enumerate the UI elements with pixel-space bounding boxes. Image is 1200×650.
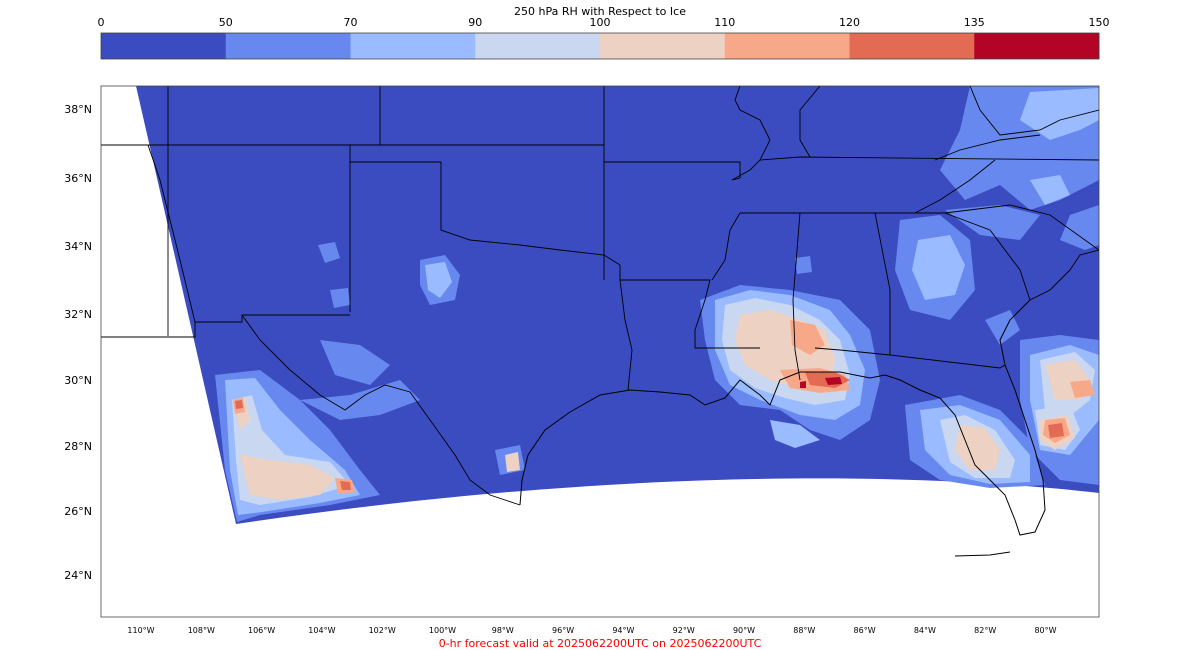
longitude-label: 100°W <box>429 626 456 635</box>
colorbar-tick-label: 70 <box>344 16 358 29</box>
colorbar-bin <box>475 33 601 59</box>
longitude-labels: 110°W 108°W 106°W 104°W 102°W 100°W 98°W 96°W 94… <box>127 626 1056 635</box>
coastline <box>519 299 1046 557</box>
colorbar-tick-label: 50 <box>219 16 233 29</box>
longitude-label: 82°W <box>974 626 996 635</box>
colorbar-tick-label: 135 <box>964 16 985 29</box>
longitude-label: 96°W <box>552 626 574 635</box>
latitude-label: 34°N <box>64 240 92 253</box>
longitude-label: 88°W <box>793 626 815 635</box>
colorbar-tick-label: 0 <box>98 16 105 29</box>
latitude-label: 28°N <box>64 440 92 453</box>
longitude-label: 104°W <box>308 626 335 635</box>
latitude-label: 24°N <box>64 569 92 582</box>
colorbar-frame <box>100 32 1100 60</box>
colorbar-bin <box>350 33 476 59</box>
longitude-label: 92°W <box>673 626 695 635</box>
colorbar-tick-label: 90 <box>468 16 482 29</box>
longitude-label: 102°W <box>369 626 396 635</box>
longitude-label: 80°W <box>1034 626 1056 635</box>
colorbar-tick-label: 110 <box>714 16 735 29</box>
colorbar-bin <box>600 33 726 59</box>
longitude-label: 106°W <box>248 626 275 635</box>
colorbar-tick-label: 120 <box>839 16 860 29</box>
colorbar-bin <box>974 33 1100 59</box>
colorbar-tick-label: 150 <box>1089 16 1110 29</box>
colorbar-bin <box>724 33 850 59</box>
longitude-label: 90°W <box>733 626 755 635</box>
latitude-labels: 38°N 36°N 34°N 32°N 30°N 28°N 26°N 24°N <box>64 103 92 582</box>
colorbar-bin <box>849 33 975 59</box>
colorbar-tick-label: 100 <box>590 16 611 29</box>
colorbar-bin <box>225 33 351 59</box>
latitude-label: 36°N <box>64 172 92 185</box>
latitude-label: 38°N <box>64 103 92 116</box>
map-panel <box>101 86 1099 557</box>
rh-features <box>215 86 1099 522</box>
latitude-label: 26°N <box>64 505 92 518</box>
longitude-label: 94°W <box>612 626 634 635</box>
colorbar-ticks: 0 50 70 90 100 110 120 135 150 <box>98 16 1110 29</box>
map-frame <box>100 85 1100 618</box>
state-borders <box>101 86 1099 506</box>
longitude-label: 98°W <box>492 626 514 635</box>
forecast-valid-caption: 0-hr forecast valid at 2025062200UTC on … <box>439 637 762 650</box>
colorbar-bins <box>101 33 1100 59</box>
longitude-label: 110°W <box>127 626 154 635</box>
latitude-label: 30°N <box>64 374 92 387</box>
longitude-label: 108°W <box>188 626 215 635</box>
longitude-label: 84°W <box>914 626 936 635</box>
latitude-label: 32°N <box>64 308 92 321</box>
longitude-label: 86°W <box>854 626 876 635</box>
colorbar-bin <box>101 33 227 59</box>
colorbar-title: 250 hPa RH with Respect to Ice <box>514 5 686 18</box>
